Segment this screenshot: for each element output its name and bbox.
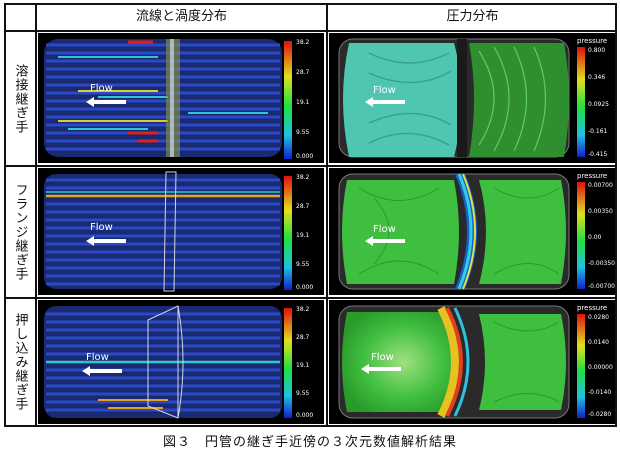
panel-flange-streamline: Flow 38.2 28.7 19.1 9.55 0.000 [38, 168, 324, 295]
colorbar-tick: -0.0140 [588, 389, 612, 396]
vorticity-colorbar [284, 41, 292, 159]
colorbar-tick: 0.0925 [588, 101, 609, 108]
figure-caption: 図３ 円管の継ぎ手近傍の３次元数値解析結果 [162, 435, 457, 450]
colorbar-tick: 38.2 [296, 174, 310, 181]
column-divider [326, 3, 328, 427]
pressure-flange-image [338, 173, 570, 290]
flow-arrow-icon [86, 236, 126, 246]
flow-label: Flow [86, 352, 109, 363]
colorbar-tick: 38.2 [296, 39, 310, 46]
colorbar-tick: 0.000 [296, 153, 314, 160]
colorbar-tick: 38.2 [296, 306, 310, 313]
colorbar-tick: 0.346 [588, 74, 606, 81]
flow-arrow-icon [86, 97, 126, 107]
colorbar-tick: -0.00700 [588, 283, 615, 290]
column-header-pressure: 圧力分布 [446, 9, 499, 24]
colorbar-tick: 19.1 [296, 232, 310, 239]
vorticity-colorbar [284, 176, 292, 290]
pressure-colorbar [577, 47, 585, 157]
colorbar-tick: -0.161 [588, 128, 608, 135]
panel-pushin-pressure: Flow pressure 0.0280 0.0140 0.00000 -0.0… [329, 300, 615, 424]
flow-label: Flow [90, 222, 113, 233]
colorbar-tick: 19.1 [296, 362, 310, 369]
panel-flange-pressure: Flow pressure 0.00700 0.00350 0.00 -0.00… [329, 168, 615, 295]
colorbar-tick: 28.7 [296, 334, 310, 341]
colorbar-tick: 28.7 [296, 203, 310, 210]
vorticity-colorbar [284, 308, 292, 418]
streamline-welded-image [44, 39, 282, 157]
colorbar-tick: 28.7 [296, 69, 310, 76]
row-header-pushin-joint: 押し込み継ぎ手 [12, 313, 28, 411]
colorbar-tick: 0.00350 [588, 208, 613, 215]
colorbar-tick: 0.800 [588, 47, 606, 54]
pressure-pushin-image [338, 305, 570, 419]
colorbar-tick: -0.415 [588, 151, 608, 158]
streamline-flange-image [44, 171, 282, 292]
row-divider-2 [4, 297, 617, 299]
colorbar-tick: 0.00000 [588, 364, 613, 371]
flow-label: Flow [371, 352, 394, 363]
pressure-colorbar-title: pressure [577, 304, 608, 312]
colorbar-tick: 0.000 [296, 284, 314, 291]
row-header-flange-joint: フランジ継ぎ手 [12, 183, 28, 281]
colorbar-tick: 9.55 [296, 129, 310, 136]
row-divider-1 [4, 165, 617, 167]
colorbar-tick: 0.0280 [588, 314, 609, 321]
panel-pushin-streamline: Flow 38.2 28.7 19.1 9.55 0.000 [38, 300, 324, 424]
flow-arrow-icon [365, 97, 405, 107]
pressure-colorbar [577, 182, 585, 289]
flow-label: Flow [90, 83, 113, 94]
flow-arrow-icon [365, 236, 405, 246]
colorbar-tick: 0.00700 [588, 182, 613, 189]
panel-welded-pressure: Flow pressure 0.800 0.346 0.0925 -0.161 … [329, 33, 615, 163]
flow-label: Flow [373, 224, 396, 235]
colorbar-tick: 0.0140 [588, 339, 609, 346]
colorbar-tick: 9.55 [296, 390, 310, 397]
figure-table-border [4, 3, 617, 427]
colorbar-tick: 9.55 [296, 261, 310, 268]
header-divider [4, 30, 617, 32]
colorbar-tick: 0.000 [296, 412, 314, 419]
colorbar-tick: -0.0280 [588, 411, 612, 418]
colorbar-tick: 19.1 [296, 99, 310, 106]
colorbar-tick: -0.00350 [588, 260, 615, 267]
row-header-welded-joint: 溶接継ぎ手 [12, 63, 28, 134]
pressure-colorbar [577, 314, 585, 418]
pressure-colorbar-title: pressure [577, 37, 608, 45]
column-header-streamline: 流線と渦度分布 [135, 9, 227, 24]
label-column-divider [35, 3, 37, 427]
flow-arrow-icon [82, 366, 122, 376]
flow-arrow-icon [361, 364, 401, 374]
streamline-pushin-image [44, 305, 282, 419]
pressure-welded-image [338, 38, 570, 158]
flow-label: Flow [373, 85, 396, 96]
pressure-colorbar-title: pressure [577, 172, 608, 180]
colorbar-tick: 0.00 [588, 234, 602, 241]
panel-welded-streamline: Flow 38.2 28.7 19.1 9.55 0.000 [38, 33, 324, 163]
